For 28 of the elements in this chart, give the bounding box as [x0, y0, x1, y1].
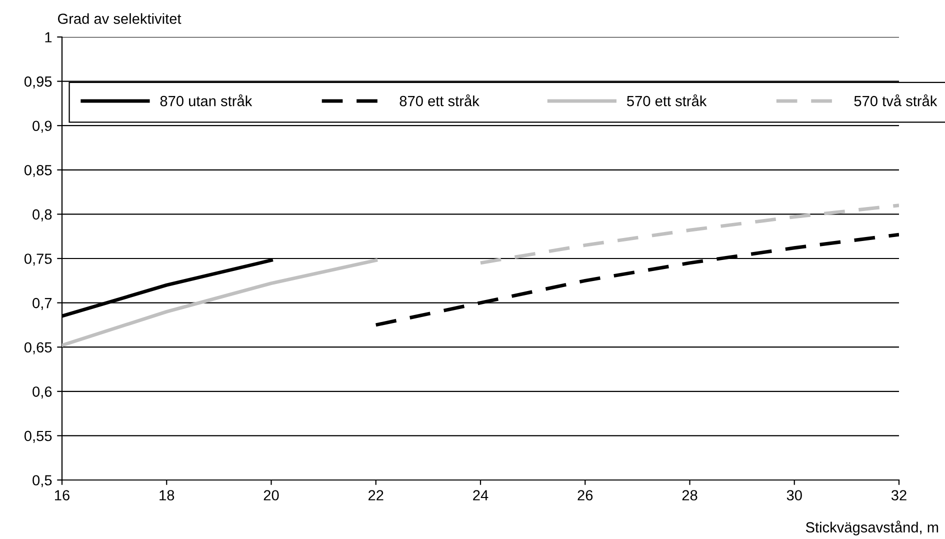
- legend-label: 870 ett stråk: [400, 94, 480, 106]
- y-tick-label: 0,8: [32, 209, 52, 222]
- legend-label: 570 två stråk: [854, 94, 938, 106]
- y-tick-label: 0,65: [24, 342, 52, 354]
- y-tick-label: 0,95: [24, 76, 52, 88]
- line-series: [62, 258, 378, 348]
- x-tick-label: 30: [786, 490, 802, 500]
- x-axis-title: Stickvägsavstånd, m: [806, 520, 938, 536]
- x-tick-label: 32: [891, 490, 906, 500]
- legend-label: 870 utan stråk: [160, 94, 252, 106]
- x-tick-label: 18: [160, 490, 174, 500]
- y-tick-label: 0,5: [32, 475, 52, 488]
- line-series: [478, 204, 899, 265]
- x-tick-label: 24: [473, 490, 488, 500]
- y-tick-label: 0,55: [24, 430, 52, 443]
- y-tick-label: 0,9: [32, 120, 52, 133]
- y-tick-label: 0,75: [24, 254, 52, 266]
- legend-label: 570 ett stråk: [627, 94, 707, 106]
- x-tick-label: 20: [264, 490, 279, 500]
- x-tick-label: 28: [682, 490, 698, 500]
- y-tick-label: 0,85: [24, 165, 52, 178]
- x-tick-label: 22: [368, 490, 384, 500]
- x-tick-label: 26: [578, 490, 593, 500]
- y-tick-label: 0,6: [32, 386, 52, 399]
- y-axis-title: Grad av selektivitet: [58, 13, 182, 24]
- y-tick-label: 1: [45, 32, 52, 42]
- y-tick-label: 0,7: [32, 298, 52, 310]
- x-tick-label: 16: [55, 490, 70, 500]
